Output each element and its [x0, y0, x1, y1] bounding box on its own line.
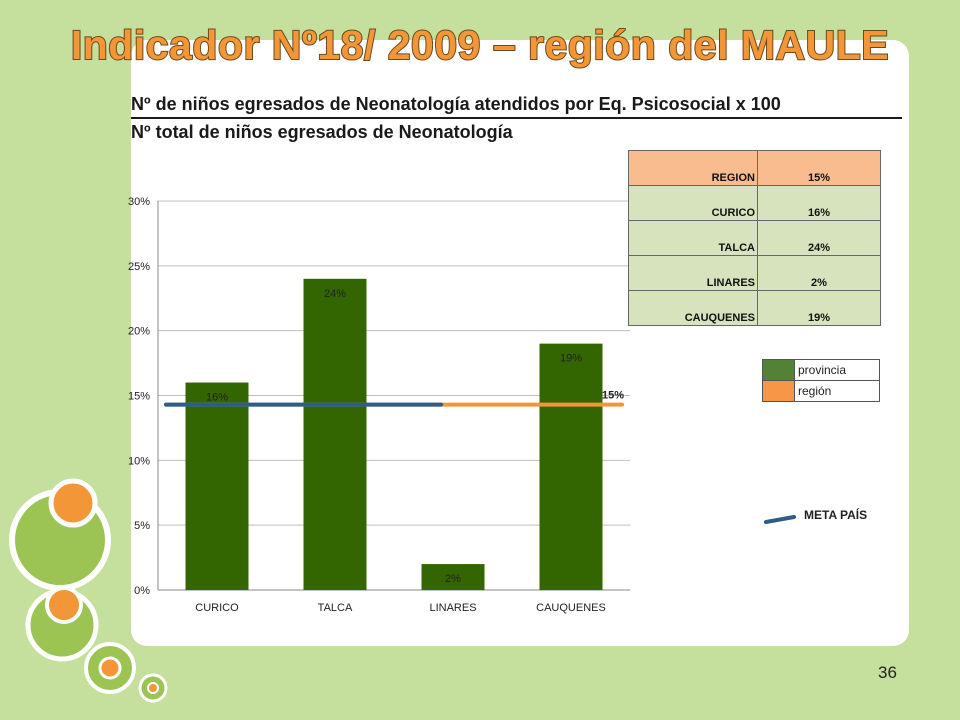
table-header-value: 15% — [757, 150, 881, 186]
bar — [185, 382, 249, 590]
summary-table: REGION 15% CURICO 16% TALCA 24% LINARES … — [628, 150, 881, 326]
legend-label-provincia: provincia — [798, 363, 847, 377]
x-tick-label: TALCA — [318, 602, 353, 614]
table-row: TALCA 24% — [628, 220, 881, 256]
table-cell-value: 24% — [757, 220, 881, 256]
y-tick-label: 25% — [128, 261, 150, 273]
table-cell-label: CURICO — [628, 185, 758, 221]
legend-item-region: región — [763, 381, 879, 401]
table-cell-value: 19% — [757, 290, 881, 326]
y-tick-label: 30% — [128, 196, 150, 208]
x-tick-label: CAUQUENES — [536, 602, 606, 614]
table-cell-value: 16% — [757, 185, 881, 221]
y-tick-label: 20% — [128, 326, 150, 338]
bar — [421, 564, 485, 590]
legend-label-region: región — [798, 384, 832, 398]
table-row: CURICO 16% — [628, 185, 881, 221]
table-cell-label: CAUQUENES — [628, 290, 758, 326]
legend-swatch-region — [763, 381, 795, 401]
y-tick-label: 15% — [128, 391, 150, 403]
formula-denominator: Nº total de niños egresados de Neonatolo… — [131, 122, 513, 142]
meta-pais-legend-line — [764, 515, 796, 524]
meta-pais-label: META PAÍS — [804, 508, 868, 522]
legend-item-provincia: provincia — [763, 360, 879, 381]
x-tick-label: CURICO — [195, 602, 239, 614]
data-label: 16% — [206, 392, 228, 404]
table-cell-label: TALCA — [628, 220, 758, 256]
table-header-row: REGION 15% — [628, 150, 881, 186]
indicator-formula: Nº de niños egresados de Neonatología at… — [131, 93, 902, 144]
data-label: 19% — [560, 353, 582, 365]
label-layer: 0% 5% 10% 15% 20% 25% 30% CURICO 16% TALCA 24% LINA… — [128, 196, 624, 614]
bar-layer — [185, 278, 603, 590]
data-label: 2% — [445, 573, 461, 585]
deco-circle-orange-4 — [147, 682, 159, 694]
table-row: CAUQUENES 19% — [628, 290, 881, 326]
content-panel — [131, 40, 909, 646]
table-header-label: REGION — [628, 150, 758, 186]
legend-swatch-provincia — [763, 360, 795, 380]
y-tick-label: 0% — [134, 585, 150, 597]
chart-legend: provincia región — [762, 359, 880, 402]
slide-title: Indicador Nº18/ 2009 – región del MAULE — [70, 21, 890, 69]
data-label: 24% — [324, 288, 346, 300]
bar — [539, 343, 603, 590]
table-cell-label: LINARES — [628, 255, 758, 291]
deco-circle-orange-2 — [45, 586, 83, 624]
deco-circle-orange-1 — [48, 478, 98, 528]
table-row: LINARES 2% — [628, 255, 881, 291]
bar — [303, 278, 367, 590]
region-line-label: 15% — [602, 390, 624, 402]
x-tick-label: LINARES — [429, 602, 476, 614]
y-tick-label: 5% — [134, 520, 150, 532]
page-number: 36 — [878, 663, 897, 682]
table-cell-value: 2% — [757, 255, 881, 291]
y-tick-label: 10% — [128, 455, 150, 467]
deco-circle-orange-3 — [98, 656, 122, 680]
formula-numerator: Nº de niños egresados de Neonatología at… — [131, 93, 902, 119]
